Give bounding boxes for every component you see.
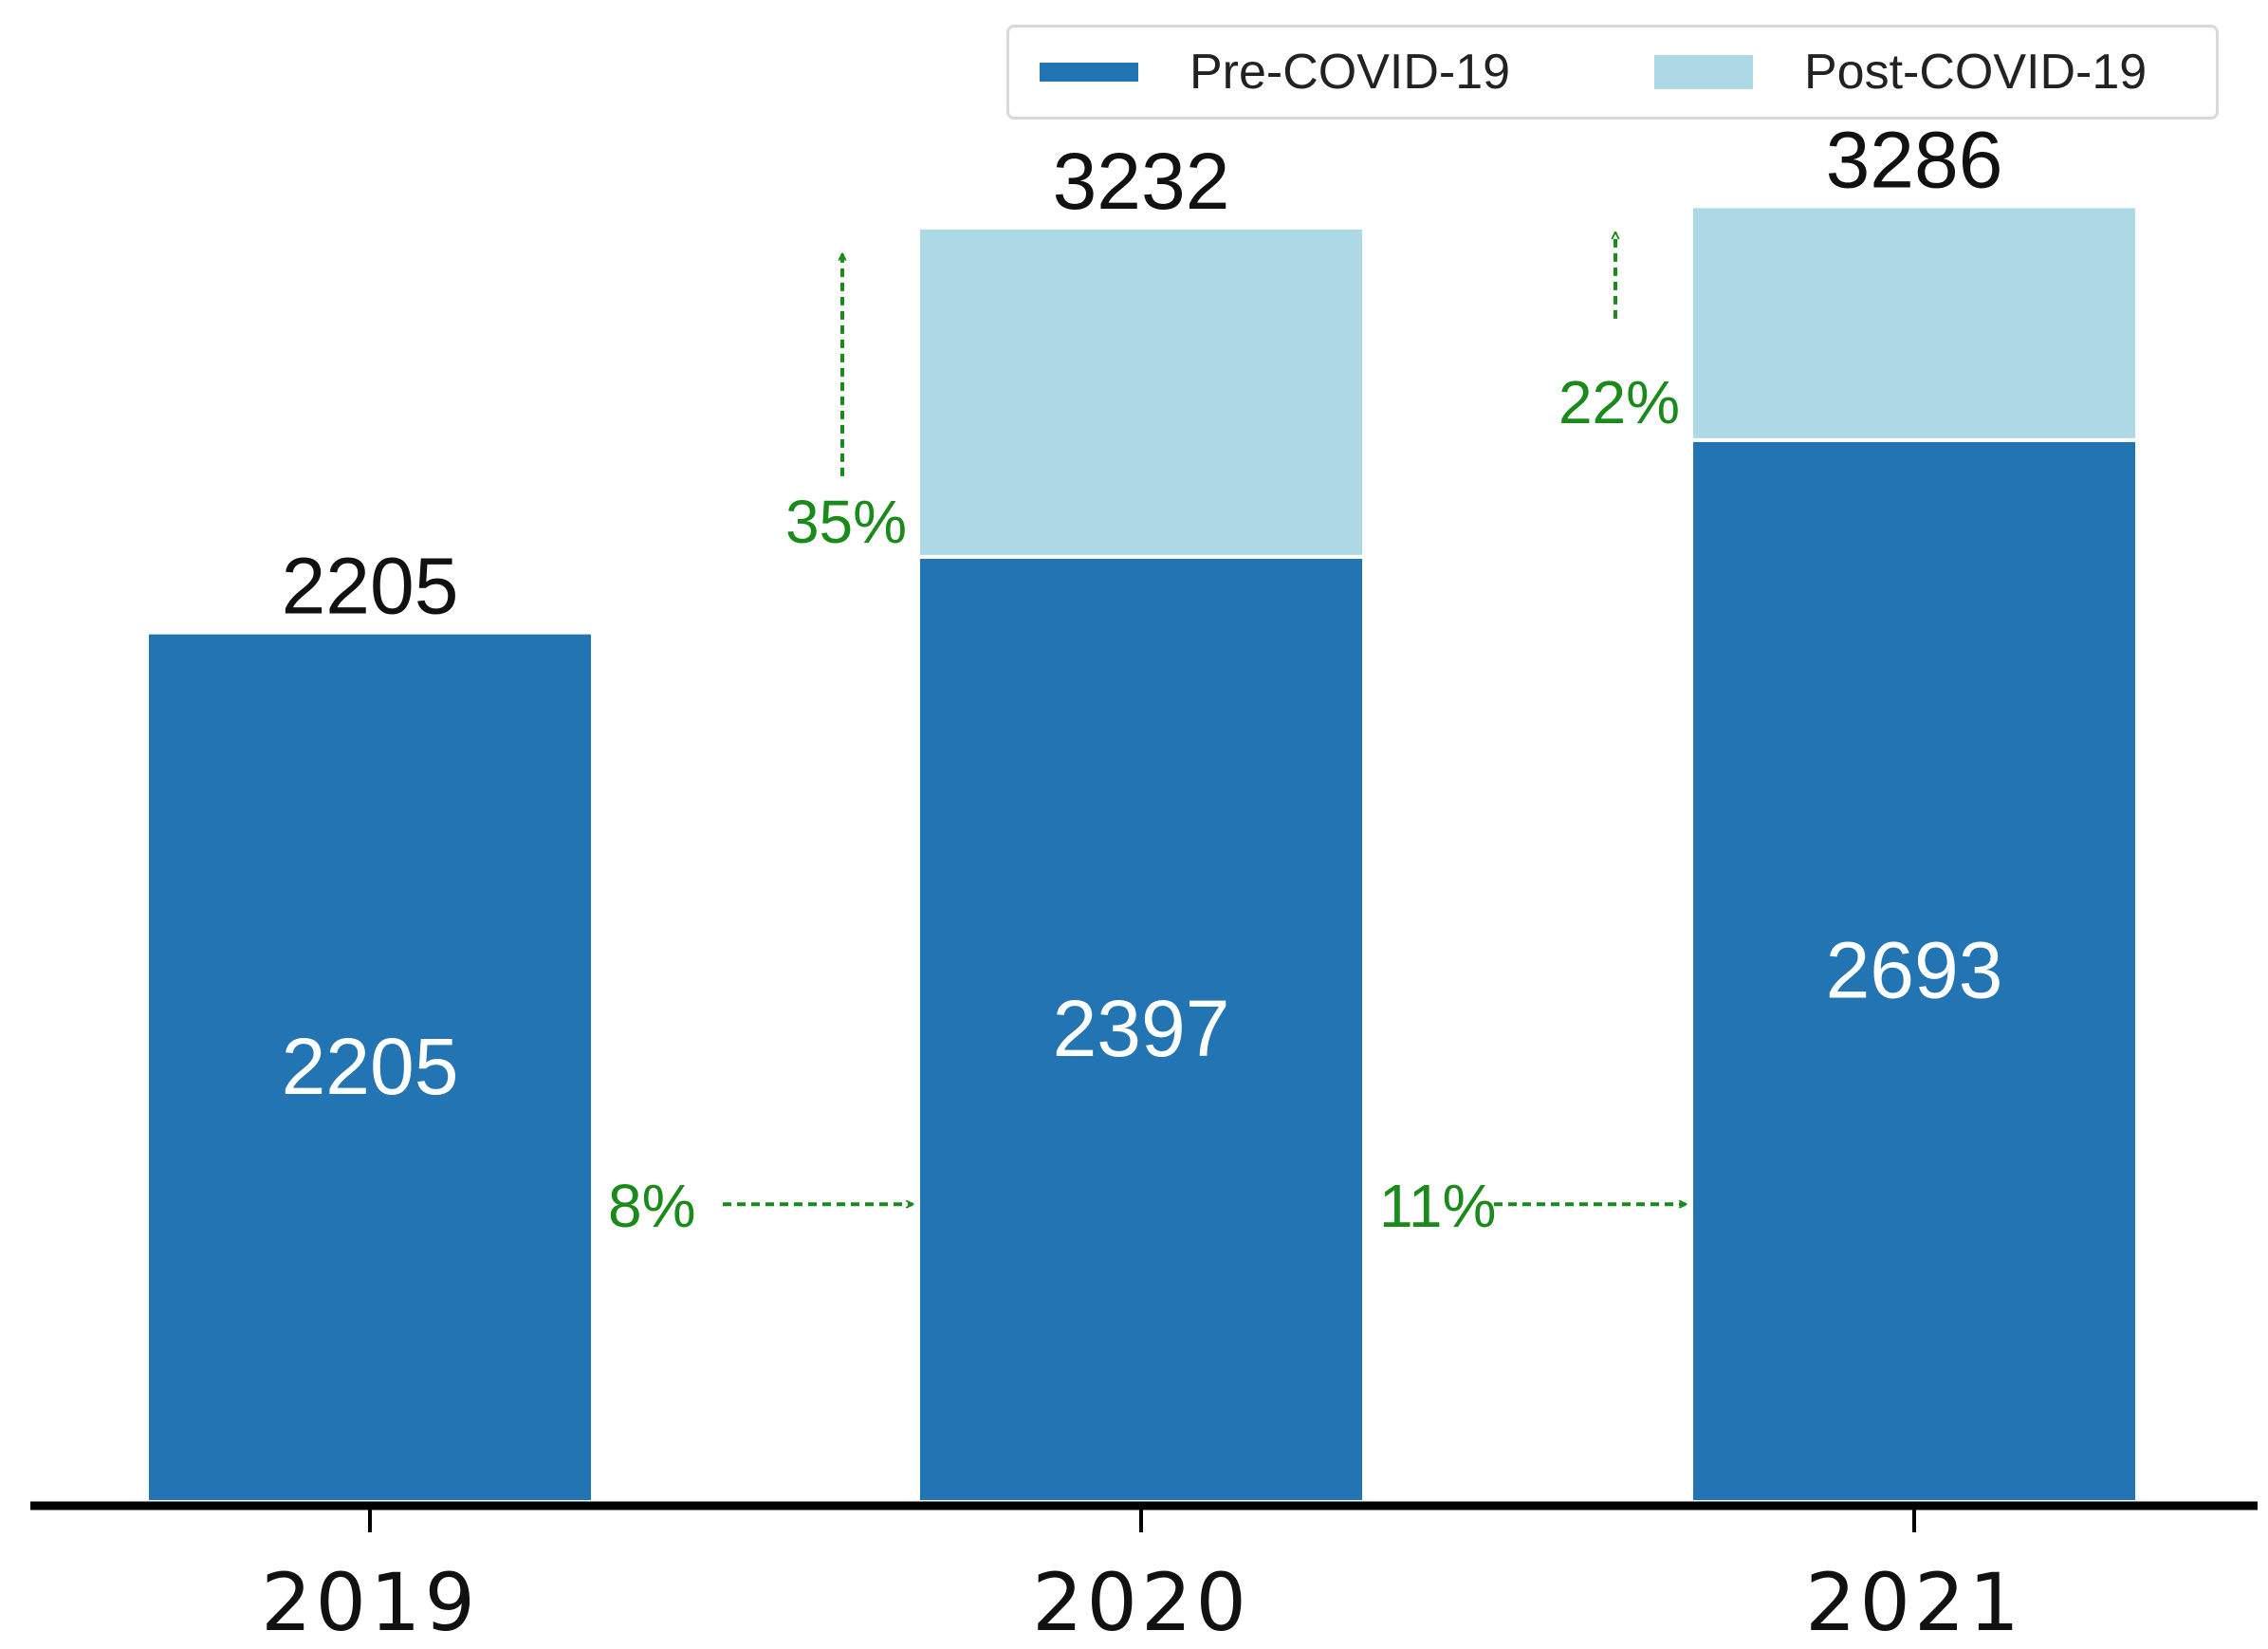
bar-pre-covid-2020 [916,554,1366,1504]
legend: Pre-COVID-19 Post-COVID-19 [1006,25,2219,120]
bar-post-covid-2021 [1689,204,2139,442]
bar-value-label-2019: 2205 [282,1022,459,1111]
growth-label-vertical-2020: 35% [785,488,907,556]
legend-item-pre-covid: Pre-COVID-19 [1040,44,1510,101]
x-tick-label-2019: 2019 [261,1556,479,1649]
bar-value-label-2021: 2693 [1826,925,2003,1014]
total-label-2019: 2205 [282,542,459,631]
x-tick-label-2021: 2021 [1805,1556,2023,1649]
growth-label-vertical-2021: 22% [1558,368,1680,436]
total-label-2020: 3232 [1053,137,1230,226]
legend-swatch-post-covid [1654,55,1753,89]
legend-swatch-pre-covid [1040,63,1138,82]
growth-label-2019-2020: 8% [608,1172,696,1240]
x-tick-label-2020: 2020 [1032,1556,1250,1649]
bar-pre-covid-2019 [145,630,595,1504]
bar-post-covid-2020 [916,225,1366,559]
growth-label-2020-2021: 11% [1379,1172,1496,1240]
legend-item-post-covid: Post-COVID-19 [1654,44,2147,101]
legend-label-post-covid: Post-COVID-19 [1804,45,2148,100]
legend-label-pre-covid: Pre-COVID-19 [1189,45,1511,100]
total-label-2021: 3286 [1826,115,2003,204]
bar-value-label-2020: 2397 [1053,984,1230,1073]
